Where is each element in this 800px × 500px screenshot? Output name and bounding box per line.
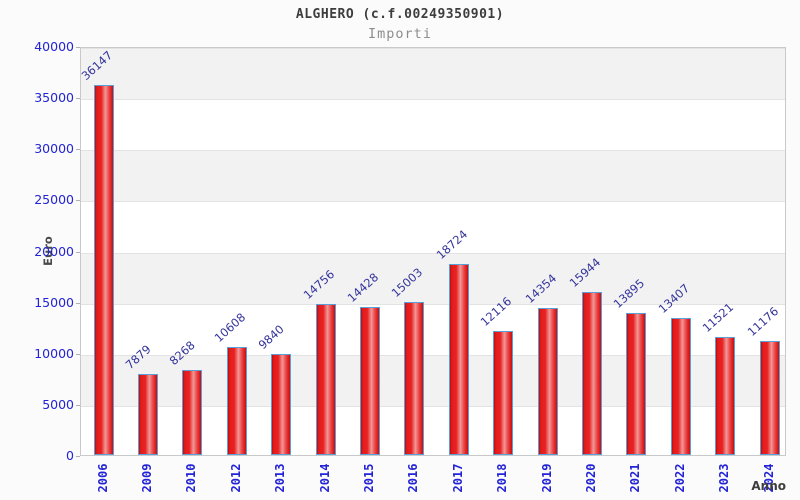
plot-area: [80, 47, 786, 456]
y-tick-label: 40000: [34, 39, 74, 54]
bar-2016: [404, 301, 425, 455]
y-tick-mark: [76, 149, 80, 151]
x-tick-label: 2009: [139, 463, 154, 493]
bar-2006: [93, 85, 114, 455]
bar-2010: [182, 370, 203, 455]
grid-band: [81, 252, 785, 304]
x-tick-label: 2015: [361, 463, 376, 493]
x-tick-label: 2019: [539, 463, 554, 493]
bar-2021: [626, 312, 647, 455]
x-tick-label: 2022: [672, 463, 687, 493]
x-tick-label: 2021: [628, 463, 643, 493]
y-tick-label: 0: [66, 448, 74, 463]
y-tick-label: 15000: [34, 294, 74, 310]
bar-2017: [448, 263, 469, 455]
bar-2009: [137, 374, 158, 455]
x-tick-label: 2017: [450, 463, 465, 493]
bar-2020: [581, 291, 602, 455]
x-tick-label: 2018: [495, 463, 510, 493]
y-tick-label: 35000: [34, 90, 74, 106]
bar-2019: [537, 308, 558, 455]
bar-2018: [493, 331, 514, 455]
y-tick-label: 30000: [34, 141, 74, 157]
x-tick-label: 2016: [406, 463, 421, 493]
y-tick-mark: [76, 404, 80, 406]
y-tick-mark: [76, 456, 80, 457]
bar-2024: [759, 340, 780, 455]
x-tick-label: 2020: [583, 463, 598, 493]
x-axis-title: Anno: [751, 479, 786, 493]
grid-band: [81, 303, 785, 355]
chart-title: ALGHERO (c.f.00249350901): [295, 7, 505, 22]
chart-subtitle: Importi: [368, 26, 432, 42]
bar-2013: [271, 354, 292, 455]
bar-2012: [226, 346, 247, 455]
y-tick-mark: [76, 47, 80, 48]
grid-band: [81, 48, 785, 100]
x-tick-label: 2014: [317, 463, 332, 493]
y-tick-mark: [76, 98, 80, 100]
grid-band: [81, 99, 785, 151]
bar-2022: [670, 317, 691, 455]
x-tick-label: 2013: [273, 463, 288, 493]
y-tick-mark: [76, 353, 80, 355]
bar-2015: [359, 307, 380, 455]
y-tick-mark: [76, 251, 80, 253]
bar-2014: [315, 304, 336, 455]
y-tick-mark: [76, 200, 80, 202]
grid-band: [81, 150, 785, 202]
x-tick-label: 2012: [228, 463, 243, 493]
y-tick-label: 20000: [34, 243, 74, 259]
y-tick-label: 25000: [34, 192, 74, 208]
x-tick-label: 2010: [184, 463, 199, 493]
x-tick-label: 2023: [717, 463, 732, 493]
x-tick-label: 2006: [95, 463, 110, 493]
bar-2023: [715, 337, 736, 455]
y-tick-mark: [76, 302, 80, 304]
y-tick-label: 10000: [34, 345, 74, 361]
grid-band: [81, 201, 785, 253]
y-tick-label: 5000: [42, 396, 74, 412]
